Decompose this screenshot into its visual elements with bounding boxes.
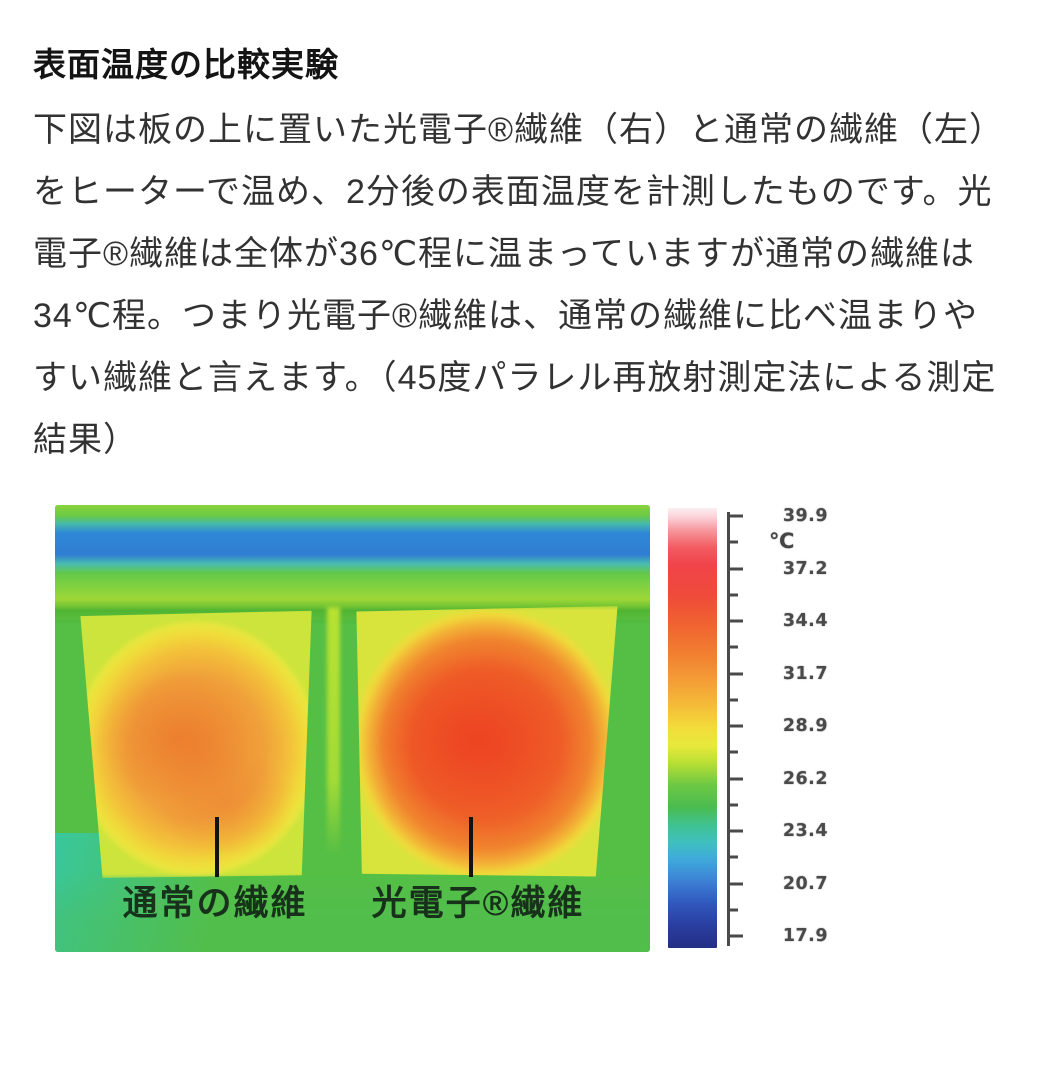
description-paragraph: 下図は板の上に置いた光電子®繊維（右）と通常の繊維（左）をヒーターで温め、2分後… — [33, 111, 997, 459]
left-fabric-region — [80, 610, 312, 878]
tick-mark — [730, 645, 738, 649]
scale-tick-label: 39.9 — [782, 506, 828, 526]
tick-mark — [730, 540, 738, 544]
right-pointer-line — [469, 817, 473, 877]
thermal-bottom-band — [55, 871, 650, 952]
tick-mark — [730, 908, 738, 912]
tick-mark — [730, 724, 743, 728]
scale-tick-label: 37.2 — [782, 558, 828, 579]
tick-mark — [730, 750, 738, 754]
celsius-unit-label: ℃ — [769, 529, 795, 553]
scale-tick-labels: 39.9 37.2 34.4 31.7 28.9 26.2 23.4 20.7 … — [770, 506, 828, 946]
scale-tick-label: 34.4 — [782, 611, 828, 631]
scale-tick-label: 26.2 — [782, 768, 828, 789]
tick-mark — [730, 882, 743, 885]
tick-mark — [730, 514, 743, 518]
left-sample-label: 通常の繊維 — [122, 884, 308, 923]
tick-mark — [730, 567, 743, 570]
left-pointer-line — [215, 817, 219, 877]
scale-tick-label: 28.9 — [782, 716, 828, 736]
tick-mark — [730, 829, 743, 833]
tick-mark — [730, 777, 743, 780]
tick-mark — [730, 619, 743, 623]
temperature-colorbar — [668, 508, 717, 948]
scale-tick-label: 31.7 — [782, 663, 828, 684]
section-heading: 表面温度の比較実験 — [33, 46, 339, 83]
tick-mark — [730, 672, 743, 675]
temperature-scale-ruler — [727, 512, 745, 946]
fabric-gap-line — [327, 607, 340, 855]
scale-tick-label: 17.9 — [782, 926, 828, 946]
right-sample-label: 光電子®繊維 — [371, 884, 585, 923]
tick-mark — [730, 934, 743, 938]
tick-mark — [730, 698, 738, 702]
tick-mark — [730, 593, 738, 597]
thermal-comparison-figure: 通常の繊維 光電子®繊維 39.9 37.2 34.4 — [0, 505, 1056, 1005]
right-fabric-region — [356, 606, 618, 877]
thermal-image: 通常の繊維 光電子®繊維 — [55, 505, 650, 952]
tick-mark — [730, 855, 738, 859]
tick-mark — [730, 803, 738, 807]
scale-tick-label: 23.4 — [782, 821, 828, 841]
scale-tick-label: 20.7 — [782, 873, 828, 894]
